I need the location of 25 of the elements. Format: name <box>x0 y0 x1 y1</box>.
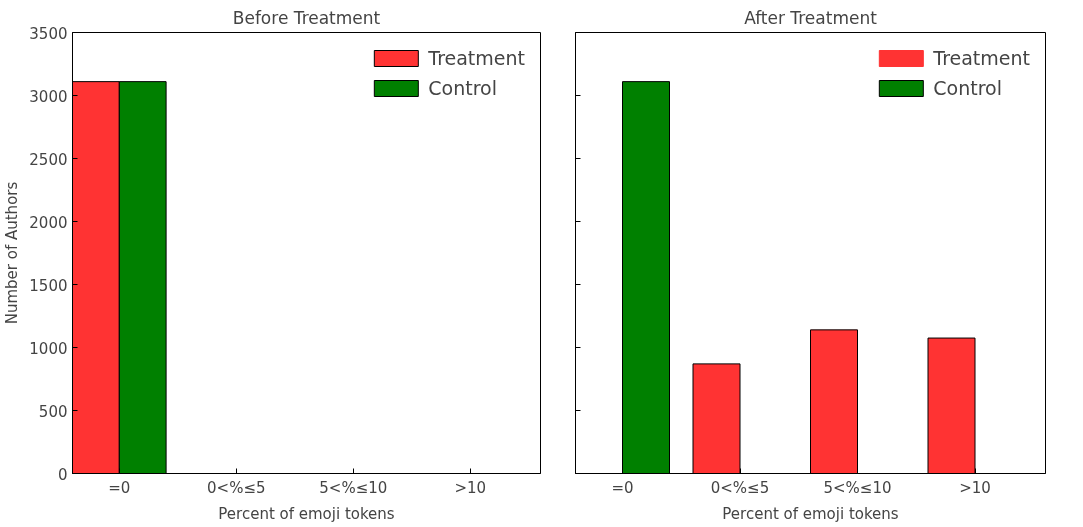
y-tick-label: 0 <box>57 465 68 484</box>
y-tick-label: 500 <box>38 402 68 421</box>
y-tick-label: 3500 <box>29 24 68 43</box>
legend-label: Treatment <box>428 47 525 69</box>
y-tick-label: 2000 <box>29 213 68 232</box>
x-tick-label: 5<%≤10 <box>823 478 892 497</box>
chart-title: After Treatment <box>744 7 878 28</box>
y-axis-title: Number of Authors <box>3 181 22 325</box>
legend-label: Control <box>933 77 1002 99</box>
y-tick-label: 2500 <box>29 150 68 169</box>
x-tick-label: 5<%≤10 <box>319 478 388 497</box>
x-axis-title: Percent of emoji tokens <box>722 504 899 523</box>
x-tick-label: 0<%≤5 <box>207 478 266 497</box>
x-tick-label: 0<%≤5 <box>710 478 770 497</box>
y-tick-label: 1500 <box>29 276 68 295</box>
y-tick-label: 1000 <box>29 339 68 358</box>
x-tick-label: =0 <box>108 478 131 497</box>
x-tick-label: =0 <box>611 478 634 497</box>
legend-label: Treatment <box>933 47 1030 69</box>
y-tick-label: 3000 <box>29 87 68 106</box>
chart-title: Before Treatment <box>232 7 381 28</box>
x-tick-label: >10 <box>454 478 487 497</box>
x-tick-label: >10 <box>959 478 991 497</box>
legend-label: Control <box>428 77 497 99</box>
x-axis-title: Percent of emoji tokens <box>218 504 395 523</box>
